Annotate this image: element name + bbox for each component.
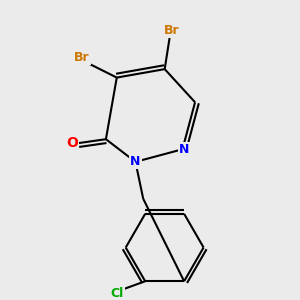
Text: Br: Br (74, 51, 89, 64)
Text: N: N (179, 143, 190, 156)
Text: Cl: Cl (110, 287, 124, 300)
Text: N: N (130, 155, 141, 168)
Text: Br: Br (164, 24, 179, 37)
Text: O: O (66, 136, 78, 150)
